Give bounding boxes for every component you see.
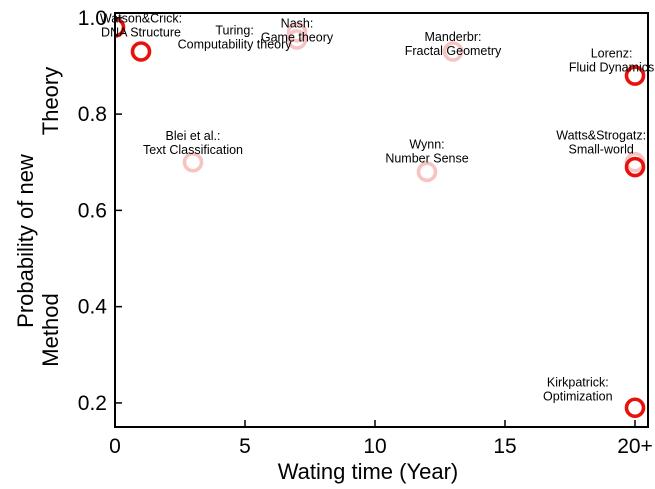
y-axis-label-line-1: Probability of new (13, 154, 38, 328)
plot-frame (114, 12, 649, 428)
annotation-text: Wynn: (409, 137, 444, 151)
annotation-text: Game theory (261, 30, 334, 44)
theory-point (624, 156, 646, 178)
annotation-text: Watson&Crick: (100, 12, 182, 26)
method-point (416, 161, 438, 183)
x-tick-label: 20+ (617, 435, 653, 458)
x-axis-label: Wating time (Year) (278, 459, 459, 484)
theory-point (130, 41, 152, 62)
method-point (286, 29, 308, 50)
annotation: Watts&Strogatz:Small-world (556, 129, 646, 157)
points-layer (115, 17, 646, 419)
annotation-text: Lorenz: (591, 46, 633, 60)
annotation-text: Small-world (569, 143, 634, 157)
annotation: Wynn:Number Sense (385, 137, 468, 165)
annotation: Turing:Computability theory (178, 24, 293, 52)
theory-point (624, 397, 646, 419)
theory-point (115, 17, 126, 38)
y-tick-label: 1.0 (78, 7, 107, 30)
annotation-text: Number Sense (385, 151, 468, 165)
y-axis: 0.2 0.4 0.6 0.8 1.0 (78, 7, 122, 415)
annotation: Nash:Game theory (261, 16, 334, 44)
annotations-layer: Watson&Crick:DNA Structure Turing:Computa… (100, 12, 654, 404)
theory-point (624, 65, 646, 86)
annotation-text: Computability theory (178, 38, 293, 52)
y-axis-label-theory: Theory (38, 67, 63, 135)
method-point (442, 41, 464, 62)
annotation-text: Fractal Geometry (405, 44, 502, 58)
annotation-text: Text Classification (143, 143, 243, 157)
y-tick-label: 0.4 (78, 296, 108, 319)
annotation-text: Kirkpatrick: (547, 376, 609, 390)
annotation: Kirkpatrick:Optimization (543, 376, 613, 404)
x-tick-label: 5 (239, 435, 251, 458)
x-tick-label: 0 (109, 435, 121, 458)
annotation: Manderbr:Fractal Geometry (405, 30, 502, 58)
y-tick-label: 0.6 (78, 199, 107, 222)
y-tick-label: 0.2 (78, 392, 107, 415)
annotation: Lorenz:Fluid Dynamics (569, 46, 654, 74)
annotation-text: Optimization (543, 390, 613, 404)
annotation-text: DNA Structure (101, 26, 181, 40)
annotation-text: Nash: (281, 16, 314, 30)
x-tick-label: 10 (363, 435, 386, 458)
annotation: Blei et al.:Text Classification (143, 129, 243, 157)
annotation: Watson&Crick:DNA Structure (100, 12, 182, 40)
y-tick-label: 0.8 (78, 103, 107, 126)
annotation-text: Turing: (215, 24, 253, 38)
annotation-text: Blei et al.: (166, 129, 221, 143)
method-point (286, 21, 308, 43)
y-axis-label-method: Method (38, 293, 63, 366)
x-tick-label: 15 (493, 435, 516, 458)
x-axis: 0 5 10 15 20+ (109, 420, 653, 458)
annotation-text: Watts&Strogatz: (556, 129, 646, 143)
method-point (182, 151, 204, 173)
annotation-text: Fluid Dynamics (569, 60, 654, 74)
annotation-text: Manderbr: (425, 30, 482, 44)
